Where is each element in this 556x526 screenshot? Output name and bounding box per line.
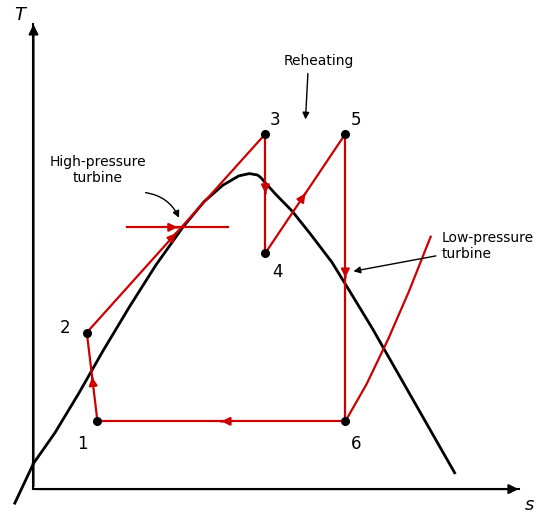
Text: 3: 3 xyxy=(270,111,280,129)
Text: 6: 6 xyxy=(351,435,361,453)
Text: s: s xyxy=(525,497,534,514)
Text: Reheating: Reheating xyxy=(284,54,354,68)
Text: 5: 5 xyxy=(351,111,361,129)
Text: 1: 1 xyxy=(77,435,88,453)
Text: 4: 4 xyxy=(272,263,282,281)
Text: 2: 2 xyxy=(60,319,71,337)
Text: High-pressure
turbine: High-pressure turbine xyxy=(49,155,146,185)
Text: T: T xyxy=(14,6,26,24)
Text: Low-pressure
turbine: Low-pressure turbine xyxy=(441,231,533,261)
